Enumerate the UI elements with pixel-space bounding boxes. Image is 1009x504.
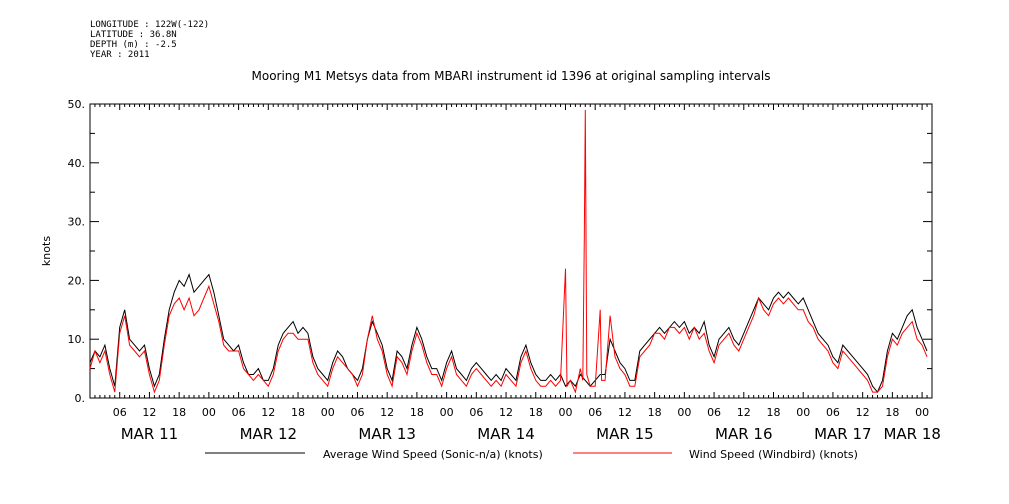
day-label: MAR 16 [715, 425, 772, 443]
x-tick-label: 06 [350, 406, 364, 419]
longitude-label: LONGITUDE : 122W(-122) [90, 20, 210, 30]
x-tick-label: 12 [737, 406, 751, 419]
x-tick-label: 18 [767, 406, 781, 419]
x-tick-label: 12 [142, 406, 156, 419]
x-tick-label: 06 [826, 406, 840, 419]
x-tick-label: 18 [291, 406, 305, 419]
y-axis-label: knots [40, 236, 53, 266]
legend-label-windbird: Wind Speed (Windbird) (knots) [689, 448, 858, 461]
latitude-label: LATITUDE : 36.8N [90, 30, 177, 40]
x-tick-label: 00 [321, 406, 335, 419]
x-tick-label: 18 [648, 406, 662, 419]
x-tick-label: 18 [885, 406, 899, 419]
y-tick-labels: 0. 10. 20. 30. 40. 50. [68, 98, 86, 405]
chart-title: Mooring M1 Metsys data from MBARI instru… [252, 69, 771, 83]
legend: Average Wind Speed (Sonic-n/a) (knots) W… [205, 448, 858, 461]
x-tick-labels: 06 12 18 00 06 12 18 00 06 12 18 00 06 12 18 00 06 12 18 00… [113, 406, 929, 419]
x-tick-label: 12 [856, 406, 870, 419]
y-tick-label: 10. [68, 333, 86, 346]
x-tick-label: 18 [410, 406, 424, 419]
depth-label: DEPTH (m) : -2.5 [90, 40, 177, 50]
year-label: YEAR : 2011 [90, 50, 150, 60]
x-tick-label: 00 [915, 406, 929, 419]
x-tick-label: 06 [113, 406, 127, 419]
axis-ticks [89, 103, 933, 399]
legend-label-average-wind: Average Wind Speed (Sonic-n/a) (knots) [323, 448, 543, 461]
x-tick-label: 12 [499, 406, 513, 419]
plot-frame [89, 103, 933, 399]
y-tick-label: 40. [68, 157, 86, 170]
x-tick-label: 06 [232, 406, 246, 419]
x-tick-label: 12 [618, 406, 632, 419]
day-label: MAR 11 [121, 425, 178, 443]
x-tick-label: 12 [261, 406, 275, 419]
day-label: MAR 15 [596, 425, 653, 443]
day-label: MAR 18 [883, 425, 940, 443]
x-tick-label: 18 [172, 406, 186, 419]
x-tick-label: 00 [558, 406, 572, 419]
y-tick-label: 0. [75, 392, 86, 405]
x-tick-label: 06 [588, 406, 602, 419]
x-tick-label: 06 [469, 406, 483, 419]
station-metadata: LONGITUDE : 122W(-122) LATITUDE : 36.8N … [90, 20, 209, 60]
day-label: MAR 14 [477, 425, 534, 443]
series-windbird-wind-speed [89, 109, 928, 394]
x-tick-label: 00 [796, 406, 810, 419]
x-tick-label: 00 [440, 406, 454, 419]
y-tick-label: 20. [68, 274, 86, 287]
x-tick-label: 00 [677, 406, 691, 419]
series-lines [89, 109, 928, 394]
y-tick-label: 30. [68, 216, 86, 229]
day-labels: MAR 11 MAR 12 MAR 13 MAR 14 MAR 15 MAR 16 MAR … [121, 425, 941, 443]
day-label: MAR 12 [240, 425, 297, 443]
x-tick-label: 00 [202, 406, 216, 419]
day-label: MAR 13 [358, 425, 415, 443]
x-tick-label: 18 [529, 406, 543, 419]
x-tick-label: 06 [707, 406, 721, 419]
y-tick-label: 50. [68, 98, 86, 111]
day-label: MAR 17 [814, 425, 871, 443]
x-tick-label: 12 [380, 406, 394, 419]
series-average-wind-speed [89, 272, 928, 394]
